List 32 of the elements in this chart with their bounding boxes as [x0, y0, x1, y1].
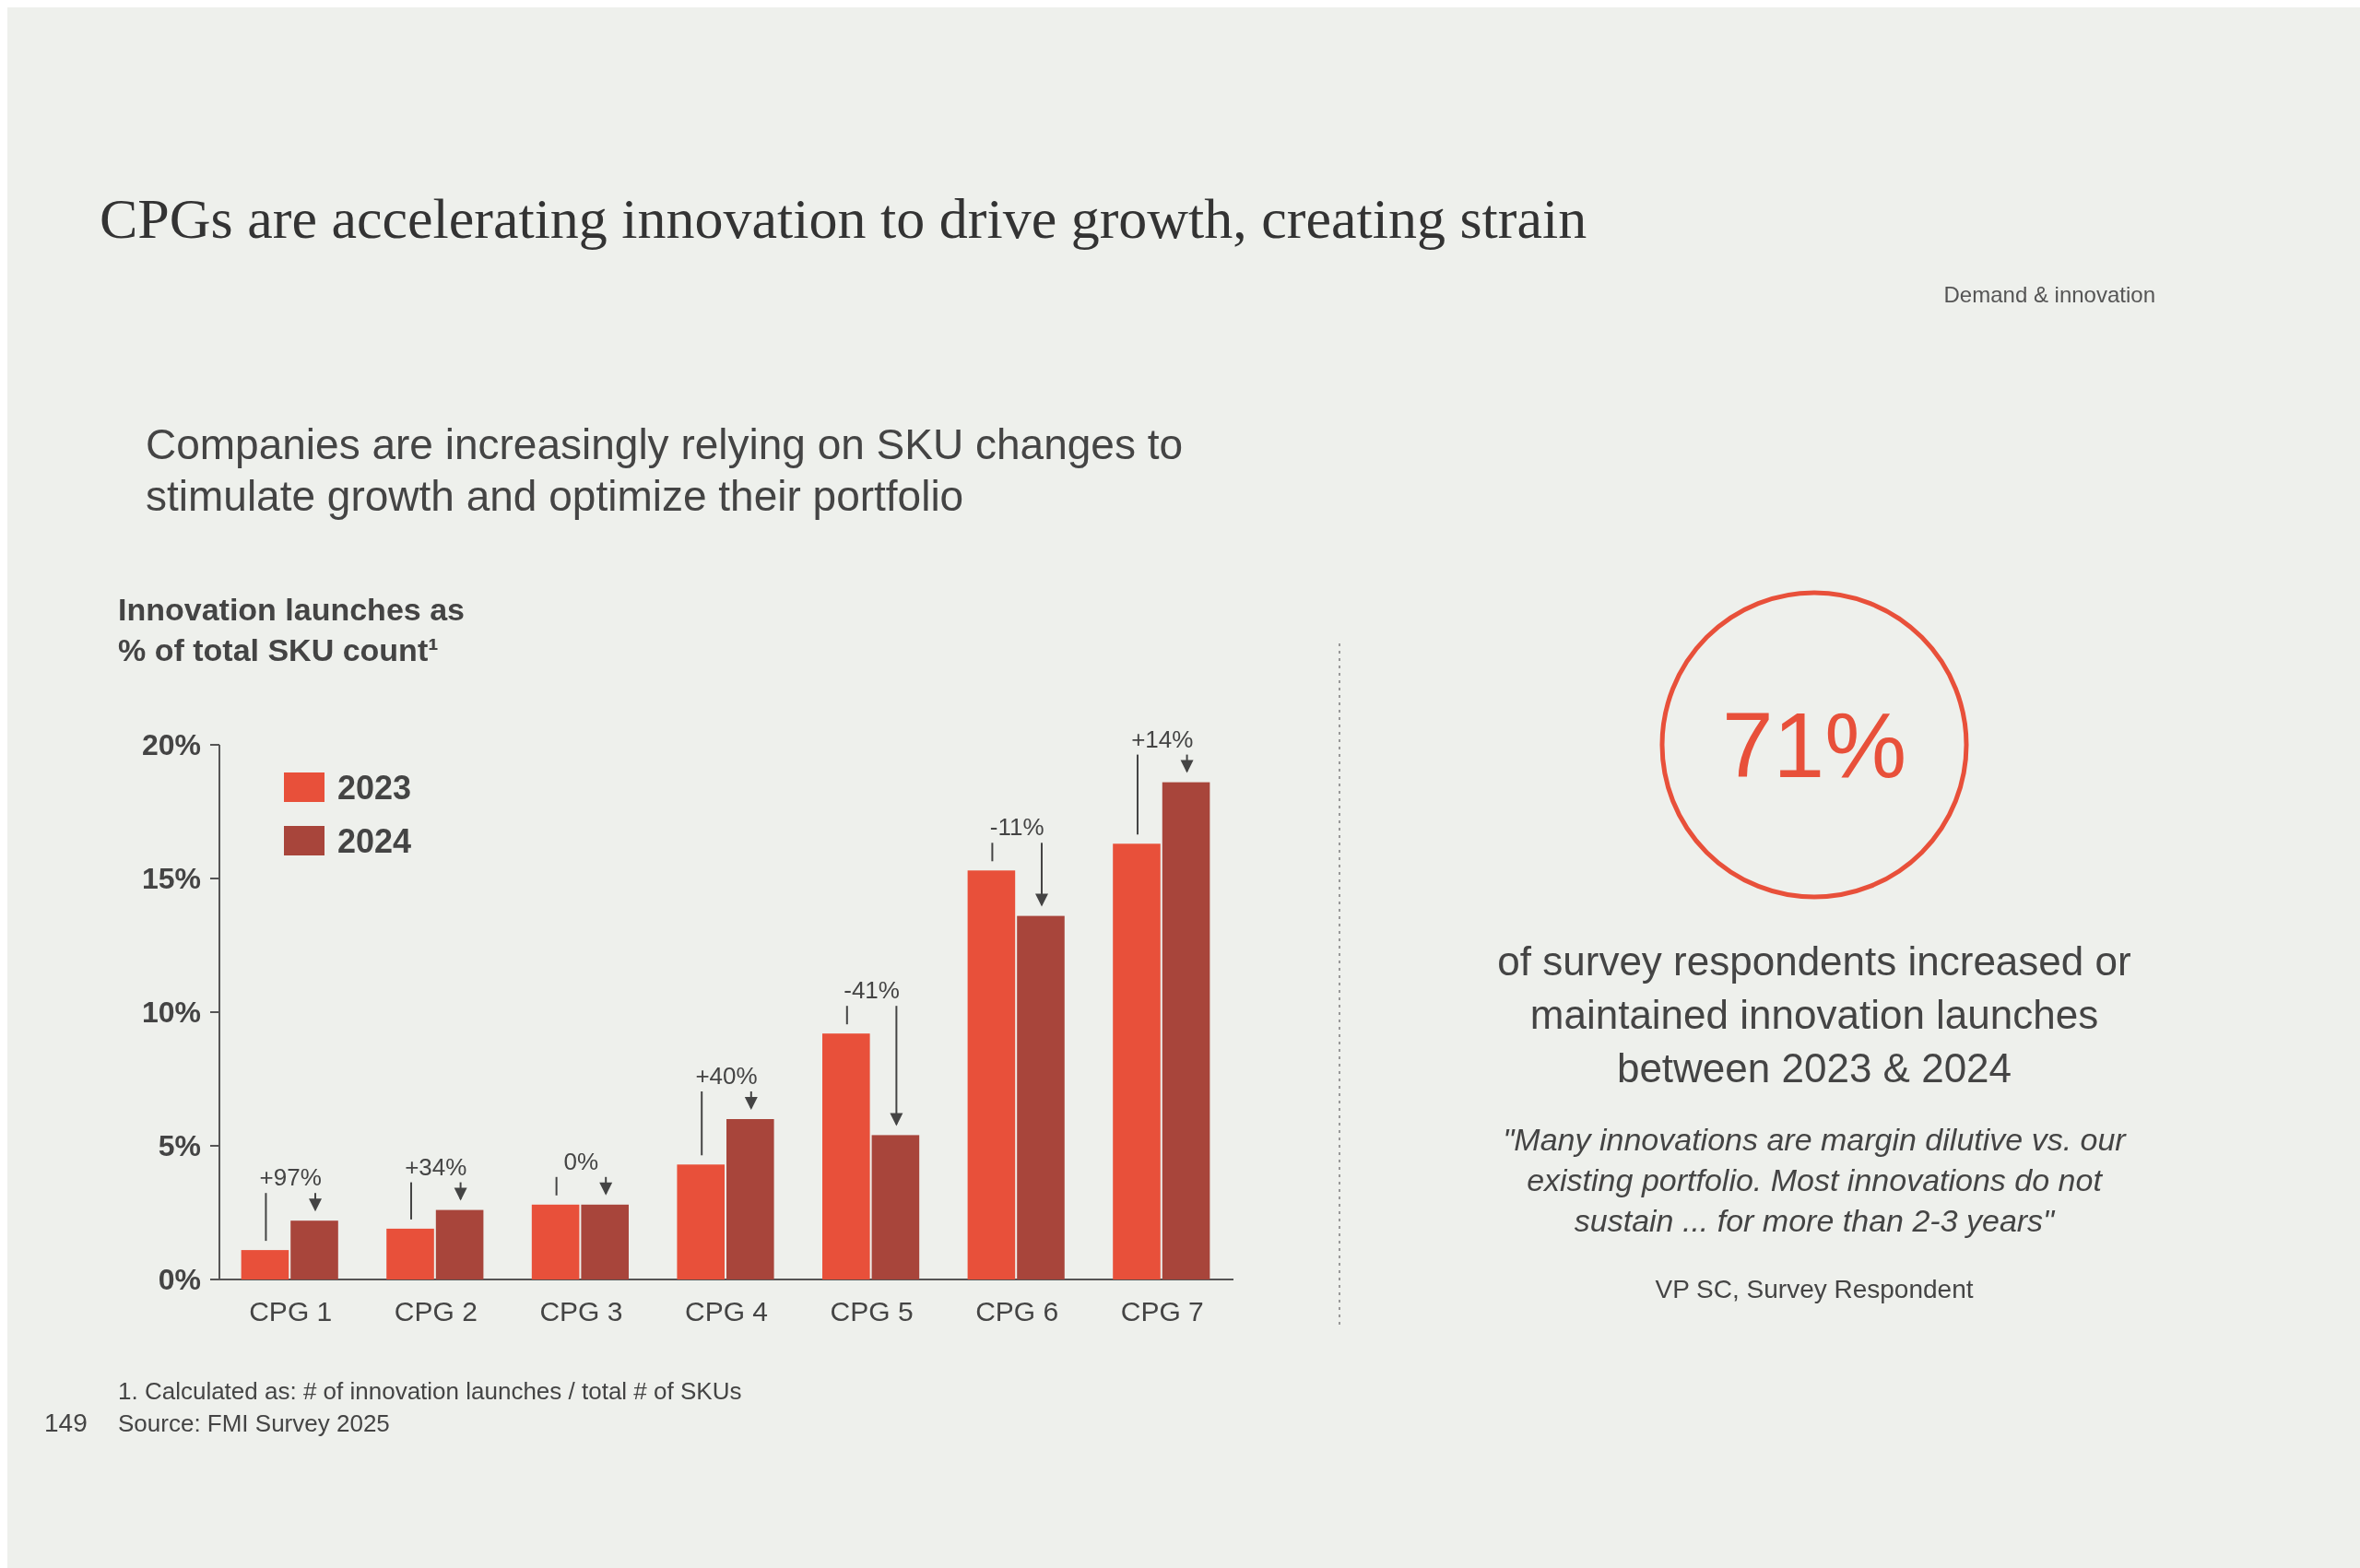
- x-tick-label: CPG 7: [1120, 1296, 1204, 1326]
- annotation: -41%: [844, 976, 900, 1005]
- x-tick-label: CPG 2: [394, 1296, 478, 1326]
- x-tick-label: CPG 4: [684, 1296, 769, 1326]
- text: "Many innovations are margin dilutive vs. our existing portfolio. Most innovations do not sustain ... for more than 2-3 years": [1503, 1122, 2128, 1238]
- text: of survey respondents increased or maintained innovation launches between 2023 & 2024: [1497, 938, 2131, 1091]
- chart-subtitle: Companies are increasingly relying on SKU changes to stimulate growth and optimize their portfolio: [146, 420, 1184, 520]
- chart-title: CPGs are accelerating innovation to drive growth, creating strain: [100, 187, 1587, 250]
- text: VP SC, Survey Respondent: [1655, 1275, 1974, 1303]
- source-note: Source: FMI Survey 2025: [118, 1409, 390, 1437]
- legend-label: 2024: [337, 821, 412, 860]
- x-tick-label: CPG 6: [975, 1296, 1059, 1326]
- y-tick-label: 0%: [158, 1263, 201, 1297]
- y-tick-label: 15%: [141, 862, 201, 896]
- annotation: -11%: [989, 813, 1044, 842]
- y-tick-label: 20%: [141, 728, 201, 762]
- y-tick-label: 10%: [141, 996, 201, 1030]
- x-tick-label: CPG 3: [539, 1296, 623, 1326]
- annotation: +34%: [405, 1152, 467, 1181]
- annotation: +40%: [695, 1062, 758, 1090]
- y-axis-title: Innovation launches as % of total SKU count¹: [118, 592, 465, 667]
- text: 149: [44, 1409, 88, 1437]
- text: 71%: [1721, 693, 1907, 796]
- x-tick-label: CPG 5: [830, 1296, 914, 1326]
- legend-label: 2023: [337, 768, 412, 807]
- annotation: +97%: [259, 1163, 322, 1192]
- x-tick-label: CPG 1: [249, 1296, 333, 1326]
- text: Demand & innovation: [1943, 282, 2155, 307]
- annotation: 0%: [563, 1147, 599, 1175]
- annotation: +14%: [1131, 725, 1194, 753]
- text: 1. Calculated as: # of innovation launches / total # of SKUs: [118, 1377, 742, 1405]
- y-tick-label: 5%: [158, 1129, 201, 1163]
